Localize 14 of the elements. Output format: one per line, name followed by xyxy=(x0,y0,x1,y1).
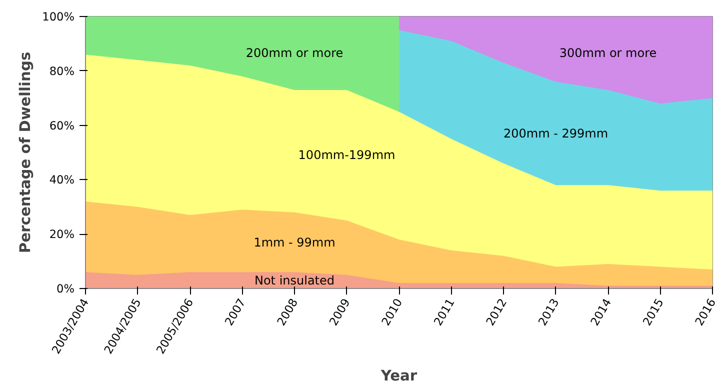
series-label: 300mm or more xyxy=(559,46,657,60)
series-label: 200mm - 299mm xyxy=(503,126,608,140)
series-label: 200mm or more xyxy=(246,46,344,60)
y-tick-label: 100% xyxy=(42,10,75,24)
y-tick-label: 60% xyxy=(49,118,75,132)
series-label: Not insulated xyxy=(254,273,335,288)
y-axis-title: Percentage of Dwellings xyxy=(17,52,34,254)
y-tick-label: 0% xyxy=(56,282,75,296)
y-tick-label: 40% xyxy=(49,172,75,187)
x-axis-title: Year xyxy=(380,368,418,385)
y-tick-label: 20% xyxy=(49,227,75,242)
series-label: 1mm - 99mm xyxy=(254,235,336,250)
y-tick-label: 80% xyxy=(49,64,75,78)
series-label: 100mm-199mm xyxy=(298,148,396,162)
